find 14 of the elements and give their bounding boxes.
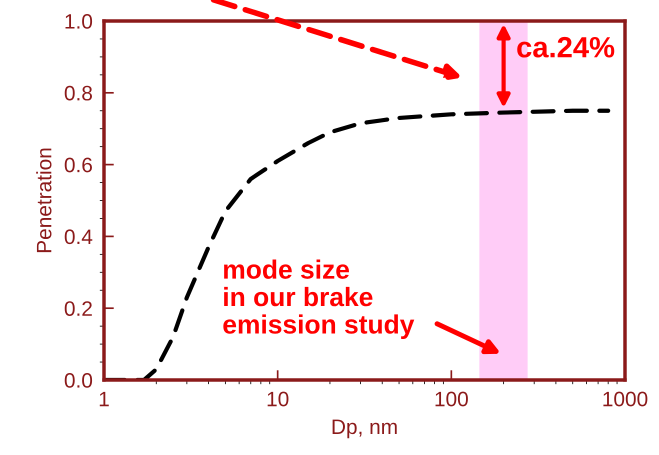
y-axis-title: Penetration [36,148,52,252]
y-tick-label: 0.2 [64,301,92,316]
annotation: ca.24% [517,36,614,58]
y-tick-label: 0.4 [64,229,92,244]
x-tick-label: 1 [100,392,109,406]
annotation: mode size in our brake emission study [223,259,414,339]
x-tick-label: 1000 [603,392,648,406]
x-axis-title: Dp, nm [332,420,397,438]
y-tick-label: 0.8 [64,86,92,101]
y-tick-label: 1.0 [66,14,92,29]
y-tick-label: 0.6 [64,158,92,172]
x-tick-label: 100 [436,392,468,406]
x-tick-label: 10 [268,392,288,406]
y-tick-label: 0.0 [64,373,92,388]
